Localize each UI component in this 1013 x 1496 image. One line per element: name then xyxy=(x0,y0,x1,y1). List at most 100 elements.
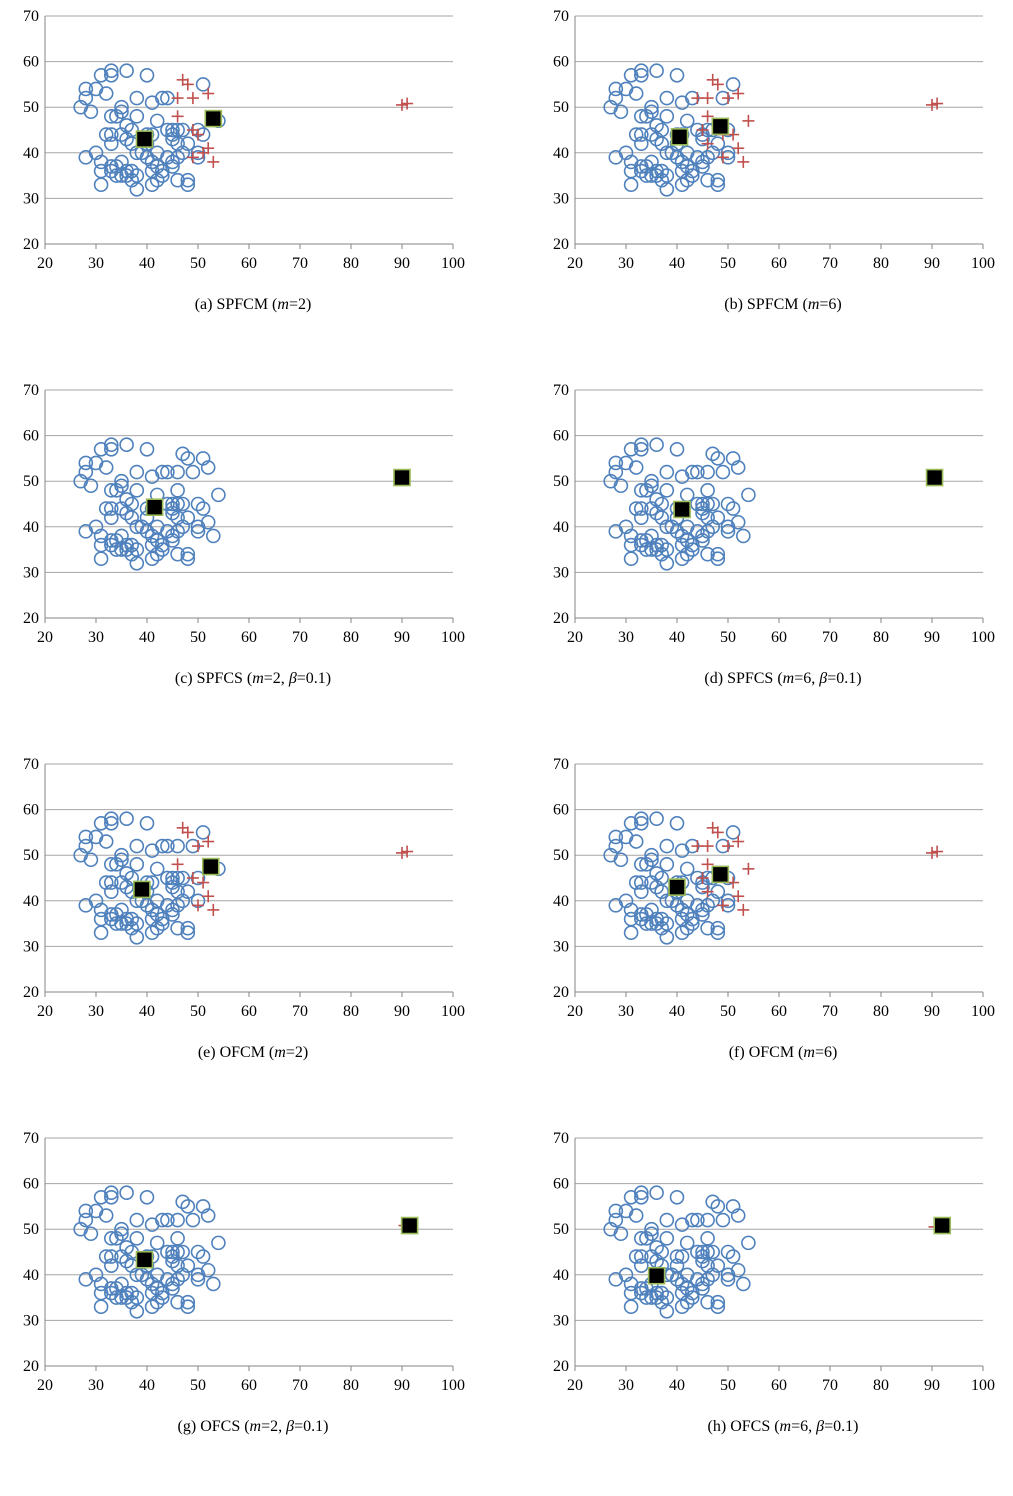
data-point xyxy=(644,852,659,868)
data-point xyxy=(149,113,165,129)
data-point xyxy=(710,172,726,188)
x-tick-label: 20 xyxy=(37,1003,53,1020)
x-tick-label: 50 xyxy=(190,1003,206,1020)
x-tick-label: 40 xyxy=(139,629,155,646)
x-tick-label: 80 xyxy=(873,1377,889,1394)
data-point xyxy=(129,1303,145,1319)
data-point xyxy=(705,496,720,512)
data-point xyxy=(649,542,664,557)
data-point xyxy=(180,920,196,936)
data-point xyxy=(104,127,119,142)
outlier-point xyxy=(716,899,729,912)
x-tick-label: 40 xyxy=(139,1003,155,1020)
y-tick-label: 60 xyxy=(553,802,569,819)
data-point xyxy=(200,1262,216,1278)
data-point xyxy=(129,857,145,872)
x-tick-label: 30 xyxy=(618,1377,634,1394)
chart-panel: 20 30 40 50 60 70 20 30 40 50 60 70 80 90 100 (d) SPFCS… xyxy=(530,374,1013,748)
data-point xyxy=(165,528,180,544)
x-tick-label: 80 xyxy=(873,1003,889,1020)
data-point xyxy=(685,464,700,480)
data-point xyxy=(705,1244,720,1260)
y-tick-label: 40 xyxy=(553,1267,569,1284)
data-point xyxy=(200,1208,216,1223)
data-point xyxy=(170,464,185,480)
data-point xyxy=(180,925,196,941)
data-point xyxy=(129,90,145,106)
outlier-point xyxy=(732,890,745,903)
cluster-centroid xyxy=(135,1250,154,1269)
data-point xyxy=(144,177,160,193)
y-tick-label: 50 xyxy=(553,847,569,864)
data-point xyxy=(700,464,715,480)
data-point xyxy=(180,1294,196,1310)
data-point xyxy=(695,1244,710,1260)
data-point xyxy=(695,907,710,922)
data-point xyxy=(144,1299,160,1315)
x-tick-label: 20 xyxy=(567,255,583,272)
outlier-point xyxy=(171,92,184,105)
data-point xyxy=(725,1249,741,1264)
x-tick-label: 80 xyxy=(873,255,889,272)
y-tick-label: 70 xyxy=(23,756,39,773)
x-tick-label: 100 xyxy=(971,1003,995,1020)
data-point xyxy=(78,455,94,471)
data-point xyxy=(685,168,700,183)
data-point xyxy=(608,838,624,854)
panel-caption: (d) SPFCS (m=6, β=0.1) xyxy=(704,670,862,687)
scatter-plot: 20 30 40 50 60 70 20 30 40 50 60 70 80 90 100 xyxy=(553,8,995,272)
data-point xyxy=(114,104,129,120)
y-tick-label: 20 xyxy=(553,236,569,253)
data-point xyxy=(129,929,145,945)
outlier-point xyxy=(722,92,734,105)
y-tick-label: 50 xyxy=(23,847,39,864)
cluster-centroid xyxy=(673,500,691,519)
chart-panel: 20 30 40 50 60 70 20 30 40 50 60 70 80 90 100 (g) OFCS … xyxy=(0,1122,506,1496)
data-point xyxy=(206,528,221,544)
x-tick-label: 50 xyxy=(720,1377,736,1394)
data-point xyxy=(104,1185,119,1201)
outlier-point xyxy=(716,151,729,164)
x-tick-label: 70 xyxy=(822,629,838,646)
data-point xyxy=(83,104,99,120)
x-tick-label: 40 xyxy=(669,255,685,272)
data-point xyxy=(730,514,746,530)
x-tick-label: 60 xyxy=(241,1003,257,1020)
y-tick-label: 30 xyxy=(23,938,39,955)
x-tick-label: 50 xyxy=(720,1003,736,1020)
outlier-point xyxy=(192,899,204,912)
x-tick-label: 90 xyxy=(924,1377,940,1394)
y-tick-label: 70 xyxy=(553,8,569,25)
data-point xyxy=(608,81,624,97)
y-tick-label: 20 xyxy=(553,1358,569,1375)
data-point xyxy=(649,1185,664,1201)
data-point xyxy=(104,510,119,525)
data-point xyxy=(649,811,664,827)
x-tick-label: 70 xyxy=(822,1377,838,1394)
outlier-point xyxy=(737,903,750,916)
x-tick-label: 30 xyxy=(618,629,634,646)
data-point xyxy=(649,63,664,79)
outlier-point xyxy=(701,110,714,123)
data-point xyxy=(119,1290,134,1305)
x-tick-label: 70 xyxy=(292,255,308,272)
data-point xyxy=(623,1299,639,1315)
scatter-plot: 20 30 40 50 60 70 20 30 40 50 60 70 80 90 100 xyxy=(23,8,465,272)
outlier-point xyxy=(732,142,745,155)
data-point xyxy=(114,852,129,868)
data-point xyxy=(119,131,134,147)
outlier-point xyxy=(931,97,944,110)
data-point xyxy=(644,104,659,120)
data-point xyxy=(613,478,629,494)
data-point xyxy=(78,838,94,854)
data-point xyxy=(98,1208,114,1223)
data-point xyxy=(634,811,649,827)
data-point xyxy=(634,875,649,890)
data-point xyxy=(124,1285,139,1301)
data-point xyxy=(649,879,664,895)
data-point xyxy=(710,925,726,941)
data-point xyxy=(669,815,685,831)
y-tick-label: 30 xyxy=(23,190,39,207)
x-tick-label: 50 xyxy=(190,255,206,272)
y-tick-label: 60 xyxy=(553,428,569,445)
